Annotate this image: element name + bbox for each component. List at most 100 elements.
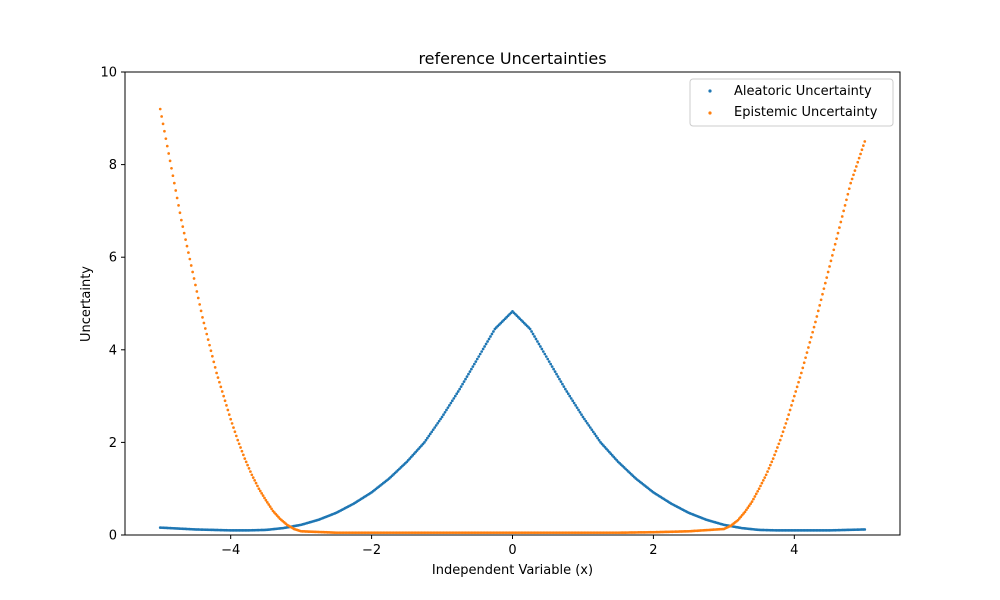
plot-points	[158, 107, 867, 535]
scatter-point	[747, 504, 751, 508]
scatter-point	[572, 401, 576, 405]
scatter-point	[180, 218, 183, 222]
scatter-point	[177, 203, 180, 207]
scatter-point	[801, 366, 805, 370]
scatter-point	[168, 159, 172, 163]
scatter-point	[802, 361, 806, 365]
scatter-point	[846, 192, 850, 196]
scatter-point	[815, 315, 819, 318]
scatter-point	[580, 413, 583, 416]
scatter-point	[448, 404, 451, 407]
scatter-point	[774, 449, 778, 453]
scatter-point	[430, 430, 434, 434]
scatter-point	[849, 181, 853, 185]
scatter-point	[244, 460, 248, 464]
scatter-point	[575, 406, 579, 410]
scatter-point	[191, 270, 194, 274]
scatter-point	[163, 129, 166, 133]
scatter-point	[229, 417, 233, 421]
scatter-point	[832, 248, 836, 252]
scatter-point	[807, 346, 810, 349]
scatter-point	[196, 296, 200, 300]
scatter-point	[223, 399, 227, 403]
scatter-point	[835, 237, 838, 241]
scatter-point	[530, 330, 533, 333]
scatter-point	[785, 417, 789, 421]
scatter-point	[189, 264, 193, 267]
scatter-point	[860, 148, 864, 152]
scatter-point	[766, 470, 769, 473]
scatter-point	[540, 347, 544, 351]
scatter-point	[783, 426, 786, 429]
y-tick-label: 0	[109, 529, 117, 544]
scatter-point	[537, 342, 541, 346]
scatter-point	[833, 242, 837, 246]
scatter-point	[836, 231, 840, 235]
scatter-point	[565, 390, 569, 393]
y-tick-label: 4	[109, 343, 117, 358]
scatter-point	[544, 355, 548, 358]
scatter-point	[475, 357, 479, 361]
scatter-point	[805, 351, 809, 354]
scatter-point	[455, 392, 459, 396]
scatter-point	[227, 413, 231, 416]
scatter-point	[750, 500, 754, 504]
scatter-point	[242, 453, 245, 457]
scatter-point	[854, 165, 858, 168]
scatter-point	[826, 270, 830, 274]
scatter-point	[790, 404, 793, 407]
scatter-point	[206, 338, 210, 341]
scatter-point	[484, 342, 488, 346]
scatter-point	[823, 281, 827, 285]
scatter-point	[767, 466, 771, 470]
scatter-point	[780, 434, 783, 438]
scatter-point	[818, 304, 822, 307]
scatter-point	[591, 430, 595, 434]
x-tick-label: −4	[221, 543, 240, 558]
scatter-point	[192, 277, 196, 280]
scatter-point	[211, 354, 214, 358]
x-axis-label: Independent Variable (x)	[432, 563, 593, 578]
scatter-point	[246, 463, 249, 467]
scatter-point	[181, 225, 185, 228]
scatter-point	[458, 387, 462, 391]
scatter-point	[533, 335, 536, 338]
scatter-point	[462, 380, 466, 383]
scatter-point	[240, 449, 244, 453]
scatter-point	[172, 181, 176, 185]
scatter-point	[470, 367, 473, 371]
scatter-point	[265, 501, 269, 504]
series-aleatoric-points	[158, 310, 867, 532]
scatter-point	[559, 380, 563, 383]
scatter-point	[562, 385, 566, 388]
scatter-point	[480, 350, 484, 353]
scatter-point	[247, 466, 251, 470]
scatter-point	[249, 470, 252, 473]
scatter-point	[578, 410, 582, 414]
scatter-point	[753, 495, 757, 498]
scatter-point	[770, 460, 774, 464]
scatter-point	[754, 492, 758, 496]
scatter-point	[446, 406, 450, 410]
scatter-point	[474, 360, 478, 363]
scatter-point	[263, 496, 266, 500]
scatter-point	[464, 377, 467, 381]
y-axis-label: Uncertainty	[79, 266, 94, 342]
scatter-point	[863, 140, 867, 143]
scatter-point	[771, 457, 775, 460]
scatter-point	[571, 399, 575, 403]
scatter-point	[798, 376, 802, 379]
scatter-point	[423, 441, 426, 444]
scatter-point	[549, 362, 553, 366]
scatter-point	[174, 189, 178, 192]
scatter-point	[437, 419, 441, 423]
scatter-point	[761, 479, 765, 482]
scatter-point	[859, 152, 862, 156]
scatter-point	[792, 394, 796, 398]
scatter-point	[208, 343, 211, 347]
scatter-point	[459, 385, 463, 388]
scatter-point	[218, 380, 221, 384]
scatter-point	[209, 349, 213, 353]
scatter-point	[588, 426, 592, 429]
